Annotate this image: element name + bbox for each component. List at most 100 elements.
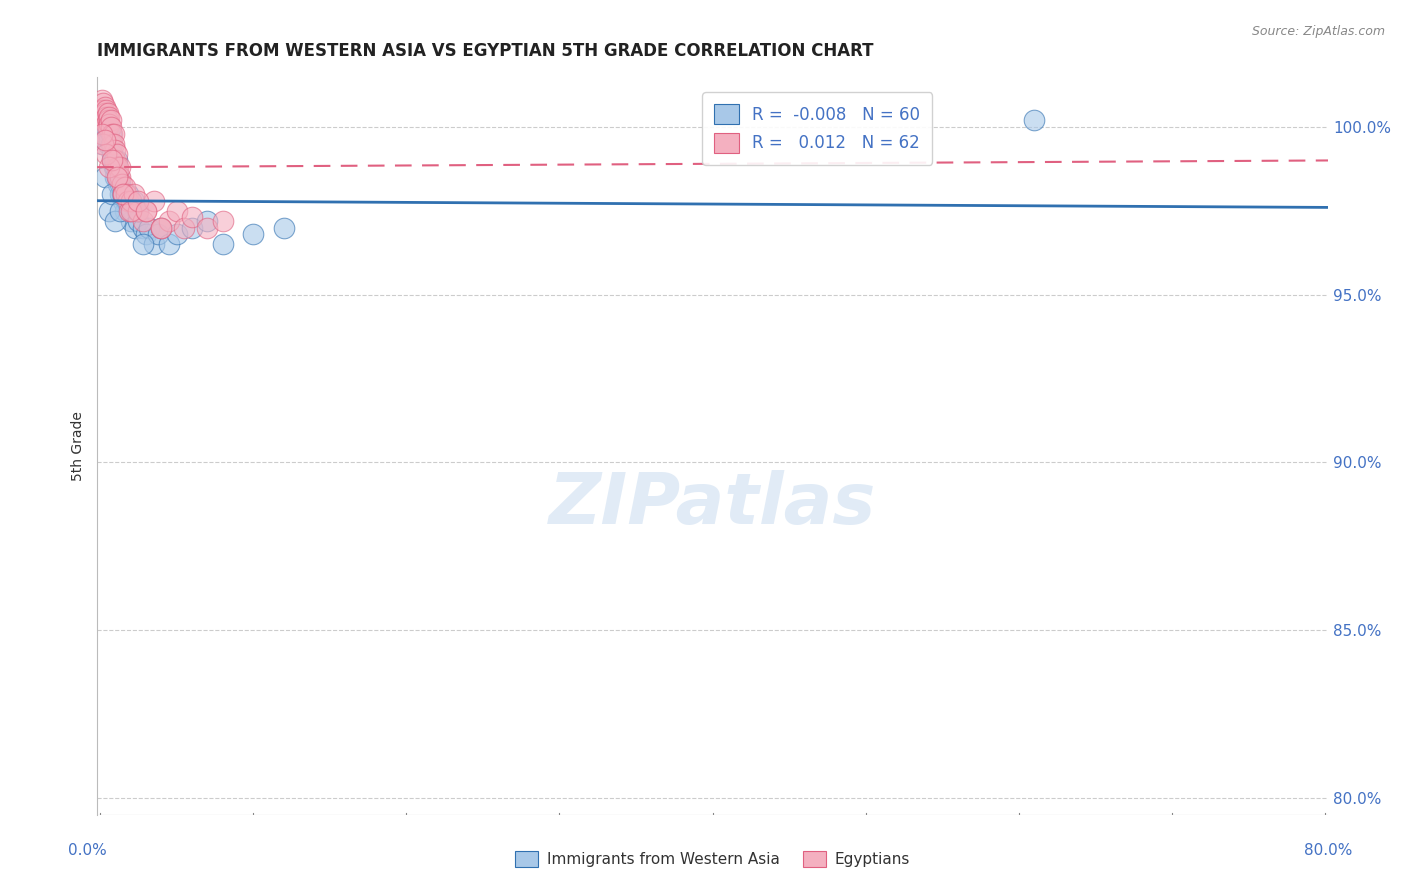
Point	[104, 170, 127, 185]
Point	[93, 100, 115, 114]
Point	[211, 237, 233, 252]
Point	[98, 123, 121, 137]
Point	[98, 203, 121, 218]
Point	[90, 93, 112, 107]
Text: ZIPatlas: ZIPatlas	[548, 470, 876, 539]
Point	[135, 203, 157, 218]
Point	[120, 194, 142, 208]
Point	[107, 160, 129, 174]
Point	[114, 203, 136, 218]
Point	[127, 194, 149, 208]
Point	[97, 120, 120, 134]
Point	[107, 177, 129, 191]
Point	[93, 113, 115, 128]
Point	[98, 133, 121, 147]
Point	[93, 133, 115, 147]
Point	[100, 136, 122, 151]
Point	[118, 203, 141, 218]
Text: IMMIGRANTS FROM WESTERN ASIA VS EGYPTIAN 5TH GRADE CORRELATION CHART: IMMIGRANTS FROM WESTERN ASIA VS EGYPTIAN…	[97, 42, 873, 60]
Point	[100, 127, 122, 141]
Point	[148, 227, 170, 242]
Point	[108, 160, 131, 174]
Point	[107, 170, 129, 185]
Point	[166, 227, 188, 242]
Point	[121, 203, 143, 218]
Point	[122, 194, 145, 208]
Point	[90, 127, 112, 141]
Point	[150, 220, 173, 235]
Point	[103, 160, 125, 174]
Point	[93, 170, 115, 185]
Point	[96, 117, 118, 131]
Point	[101, 136, 124, 151]
Point	[110, 177, 132, 191]
Point	[132, 237, 155, 252]
Point	[100, 120, 122, 134]
Point	[135, 227, 157, 242]
Point	[97, 127, 120, 141]
Point	[124, 220, 146, 235]
Text: 0.0%: 0.0%	[67, 843, 107, 858]
Text: Source: ZipAtlas.com: Source: ZipAtlas.com	[1251, 25, 1385, 38]
Point	[105, 170, 128, 185]
Point	[91, 103, 114, 117]
Point	[195, 220, 218, 235]
Point	[91, 120, 114, 134]
Point	[112, 186, 135, 201]
Point	[150, 220, 173, 235]
Point	[112, 186, 135, 201]
Point	[101, 153, 124, 168]
Point	[98, 110, 121, 124]
Point	[96, 117, 118, 131]
Point	[103, 136, 125, 151]
Point	[103, 153, 125, 168]
Point	[114, 180, 136, 194]
Point	[93, 133, 115, 147]
Y-axis label: 5th Grade: 5th Grade	[72, 410, 86, 481]
Point	[117, 186, 139, 201]
Point	[97, 113, 120, 128]
Point	[181, 220, 204, 235]
Point	[273, 220, 295, 235]
Point	[105, 160, 128, 174]
Point	[96, 146, 118, 161]
Point	[127, 203, 149, 218]
Point	[132, 220, 155, 235]
Point	[101, 127, 124, 141]
Point	[90, 110, 112, 124]
Point	[195, 214, 218, 228]
Point	[90, 136, 112, 151]
Point	[91, 127, 114, 141]
Point	[173, 220, 195, 235]
Point	[142, 194, 165, 208]
Point	[108, 186, 131, 201]
Point	[157, 214, 180, 228]
Point	[120, 203, 142, 218]
Point	[120, 214, 142, 228]
Point	[97, 136, 120, 151]
Text: 80.0%: 80.0%	[1305, 843, 1353, 858]
Point	[98, 160, 121, 174]
Point	[108, 177, 131, 191]
Point	[122, 186, 145, 201]
Point	[132, 214, 155, 228]
Point	[117, 194, 139, 208]
Point	[90, 103, 112, 117]
Point	[125, 203, 148, 218]
Point	[127, 214, 149, 228]
Point	[104, 214, 127, 228]
Point	[105, 153, 128, 168]
Point	[112, 194, 135, 208]
Point	[211, 214, 233, 228]
Point	[96, 110, 118, 124]
Point	[98, 117, 121, 131]
Point	[93, 106, 115, 120]
Point	[118, 203, 141, 218]
Point	[110, 186, 132, 201]
Point	[91, 110, 114, 124]
Point	[96, 103, 118, 117]
Point	[138, 220, 160, 235]
Point	[150, 220, 173, 235]
Point	[103, 127, 125, 141]
Point	[242, 227, 264, 242]
